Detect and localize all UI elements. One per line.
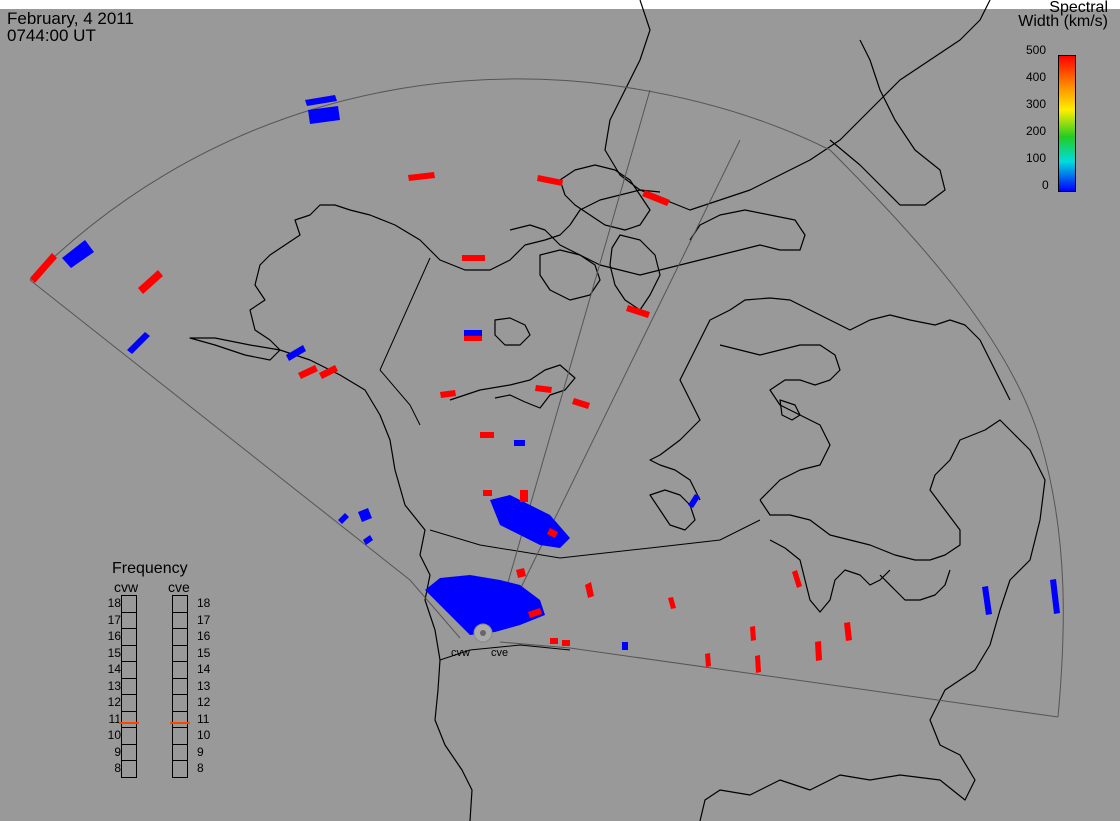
frequency-level-label: 17 — [197, 612, 211, 627]
radar-west-label: cvw — [451, 647, 470, 659]
frequency-title: Frequency — [112, 560, 188, 577]
frequency-cell — [172, 743, 188, 761]
frequency-level-label: 8 — [114, 761, 121, 775]
frequency-cell — [121, 644, 137, 662]
radar-east-label: cve — [491, 647, 509, 659]
frequency-cell — [121, 595, 137, 613]
frequency-cell — [172, 611, 188, 629]
frequency-cell — [121, 727, 137, 745]
frequency-marker — [170, 722, 190, 725]
coastlines — [189, 0, 1046, 821]
frequency-level-label: 15 — [197, 645, 211, 660]
frequency-level-label: 14 — [197, 662, 211, 676]
frequency-level-label: 18 — [107, 596, 121, 610]
colorbar-tick: 200 — [1026, 124, 1047, 138]
frequency-marker — [119, 722, 139, 725]
frequency-cell — [172, 677, 188, 695]
colorbar-tick: 0 — [1042, 178, 1049, 192]
frequency-level-label: 14 — [107, 662, 121, 676]
frequency-cell — [172, 595, 188, 613]
legend-title-line1: Spectral — [1049, 0, 1108, 16]
frequency-cell — [121, 743, 137, 761]
frequency-cell — [121, 760, 137, 778]
frequency-level-label: 13 — [197, 678, 211, 693]
measurement-cells — [30, 95, 1060, 673]
time-label: 0744:00 UT — [7, 26, 96, 45]
frequency-level-label: 15 — [107, 645, 121, 660]
frequency-cell — [172, 694, 188, 712]
frequency-level-label: 12 — [197, 695, 211, 709]
frequency-cell — [172, 644, 188, 662]
frequency-level-label: 16 — [107, 629, 121, 643]
frequency-cell — [121, 611, 137, 629]
frequency-site-west: cvw — [114, 579, 139, 595]
frequency-level-label: 13 — [107, 678, 121, 693]
frequency-cell — [172, 760, 188, 778]
frequency-level-label: 10 — [197, 728, 211, 742]
backscatter-cluster — [425, 495, 570, 643]
top-strip — [0, 0, 1120, 9]
colorbar-tick: 100 — [1026, 151, 1047, 165]
colorbar-tick: 300 — [1026, 97, 1047, 111]
frequency-cell — [172, 710, 188, 728]
date-label: February, 4 2011 — [7, 9, 134, 28]
frequency-level-label: 17 — [107, 612, 121, 627]
legend-title-line2: Width (km/s) — [1018, 13, 1108, 30]
frequency-level-label: 11 — [197, 711, 210, 726]
frequency-site-east: cve — [168, 579, 190, 595]
colorbar-tick: 400 — [1026, 70, 1047, 84]
frequency-cell — [172, 628, 188, 646]
frequency-cell — [121, 628, 137, 646]
frequency-cell — [121, 661, 137, 679]
radar-fov — [29, 78, 1064, 718]
frequency-level-label: 11 — [108, 711, 121, 726]
frequency-cell — [121, 677, 137, 695]
frequency-level-label: 10 — [107, 728, 121, 742]
frequency-level-label: 9 — [197, 744, 204, 759]
frequency-cell — [121, 694, 137, 712]
frequency-cell — [121, 710, 137, 728]
frequency-level-label: 12 — [107, 695, 121, 709]
frequency-level-label: 18 — [197, 596, 211, 610]
colorbar-tick: 500 — [1026, 43, 1047, 57]
spectral-width-colorbar — [1058, 55, 1076, 192]
frequency-cell — [172, 727, 188, 745]
frequency-level-label: 8 — [197, 761, 204, 775]
frequency-cell — [172, 661, 188, 679]
boundaries — [379, 257, 761, 661]
frequency-level-label: 9 — [114, 744, 121, 759]
frequency-level-label: 16 — [197, 629, 211, 643]
